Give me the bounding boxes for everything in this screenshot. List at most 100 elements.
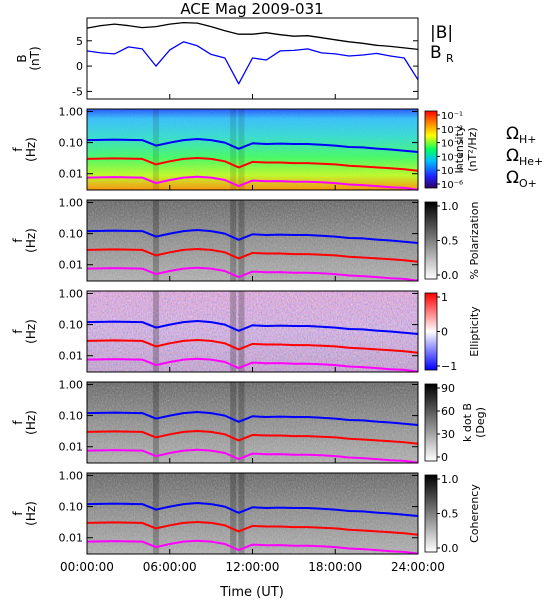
colorbar-tick-label: 1 [441, 291, 448, 304]
y-axis-unit: (Hz) [24, 501, 38, 526]
x-tick-label: 12:00:00 [226, 560, 280, 574]
event-stripe [152, 200, 159, 281]
gyrofrequency-line [86, 248, 419, 263]
gyrofrequency-line [86, 521, 419, 536]
x-axis-label: Time (UT) [219, 585, 284, 600]
gyrofrequency-line [86, 320, 419, 335]
legend-entry: B [430, 43, 442, 63]
colorbar-label: k dot B [461, 403, 474, 442]
gyrofrequency-line [86, 448, 419, 464]
x-tick-label: 06:00:00 [143, 560, 197, 574]
colorbar [424, 383, 438, 462]
colorbar [424, 292, 438, 371]
legend-entry-subscript: R [446, 52, 454, 65]
colorbar-unit: (Deg) [474, 407, 487, 438]
y-tick-label: 0.01 [59, 259, 84, 272]
gyrofrequency-line [86, 411, 419, 426]
y-tick-label: 0 [76, 60, 83, 73]
event-stripe [238, 473, 245, 554]
colorbar-label: % Polarization [468, 202, 481, 280]
colorbar [424, 474, 438, 553]
colorbar-tick-label: 1.0 [441, 473, 459, 486]
y-tick-label: 0.01 [59, 350, 84, 363]
colorbar-tick-label: 0.5 [441, 508, 459, 521]
colorbar-tick-label: 30 [441, 428, 455, 441]
y-axis-unit: (Hz) [24, 319, 38, 344]
y-tick-label: 1.00 [59, 469, 84, 482]
colorbar-tick-label: 0.5 [441, 235, 459, 248]
colorbar-tick-label: −1 [441, 360, 457, 373]
panel-coherency: f (Hz) 1.00 0.10 0.01 1.0 0.5 0.0 Coherency [11, 469, 481, 555]
event-stripe [238, 291, 245, 372]
y-axis-label: f [11, 511, 25, 516]
series-line [86, 41, 419, 85]
y-axis-unit: (Hz) [24, 228, 38, 253]
legend-entry: Ω [506, 146, 519, 166]
event-stripe [230, 291, 237, 372]
event-stripe [230, 473, 237, 554]
colorbar-tick-label: 60 [441, 405, 455, 418]
colorbar-tick-label: 10⁻² [441, 125, 463, 136]
legend-entry-subscript: O+ [519, 177, 537, 190]
time-axis: 00:00:00 06:00:00 12:00:00 18:00:00 24:00:00 [60, 94, 445, 574]
y-tick-label: 1.00 [59, 105, 84, 118]
y-tick-label: 0.01 [59, 532, 84, 545]
event-stripe [152, 291, 159, 372]
gyrofrequency-line [86, 539, 419, 555]
legend-entry-subscript: H+ [519, 133, 537, 146]
gyrofrequency-line [86, 430, 419, 445]
panel-ellipticity: f (Hz) 1.00 0.10 0.01 1 0 −1 Ellipticity [11, 287, 481, 373]
event-stripe [152, 473, 159, 554]
y-tick-label: 5 [76, 35, 83, 48]
series-line [86, 21, 419, 51]
gyrofrequency-line [86, 157, 419, 172]
spectrogram-texture [87, 109, 418, 190]
y-tick-label: 1.00 [59, 287, 84, 300]
y-axis-label: B [15, 54, 29, 62]
y-axis-label: f [11, 329, 25, 334]
y-axis-label: f [11, 420, 25, 425]
event-stripe [230, 382, 237, 463]
chart-title: ACE Mag 2009-031 [180, 0, 323, 18]
y-axis-unit: (Hz) [24, 410, 38, 435]
y-tick-label: 1.00 [59, 196, 84, 209]
x-tick-label: 00:00:00 [60, 560, 114, 574]
gyrofrequency-line [86, 138, 419, 153]
gyrofrequency-line [86, 175, 419, 191]
y-tick-label: 0.10 [59, 137, 84, 150]
colorbar-label: Coherency [468, 484, 481, 543]
colorbar-tick-label: 0.0 [441, 542, 459, 555]
y-tick-label: 0.10 [59, 319, 84, 332]
spectrogram-texture [87, 291, 418, 372]
colorbar-tick-label: 0 [441, 451, 448, 464]
y-axis-label: f [11, 238, 25, 243]
panel-intensity: f (Hz) 1.00 0.10 0.01 10⁻¹ 10⁻² 10⁻³ 10⁻⁴ 10⁻⁵ 10⁻… [11, 105, 543, 191]
event-stripe [238, 200, 245, 281]
spectrogram-texture [87, 200, 418, 281]
y-tick-label: 0.01 [59, 168, 84, 181]
colorbar-label: Intensity [453, 125, 466, 173]
panel-polarization: f (Hz) 1.00 0.10 0.01 1.0 0.5 0.0 % Polarization [11, 196, 481, 282]
event-stripe [238, 109, 245, 190]
colorbar-tick-label: 0.0 [441, 269, 459, 282]
spectrogram-texture [87, 473, 418, 554]
y-tick-label: 0.10 [59, 410, 84, 423]
event-stripe [238, 382, 245, 463]
colorbar [424, 201, 438, 280]
legend-entry-subscript: He+ [519, 155, 543, 168]
colorbar-unit: (nT²/Hz) [466, 127, 479, 171]
colorbar-tick-label: 10⁻⁶ [441, 180, 463, 191]
colorbar-tick-label: 90 [441, 382, 455, 395]
legend-entry: |B| [430, 23, 453, 43]
colorbar-label: Ellipticity [468, 306, 481, 357]
colorbar-tick-label: 10⁻¹ [441, 111, 463, 122]
y-tick-label: -5 [72, 85, 83, 98]
y-tick-label: 0.01 [59, 441, 84, 454]
gyrofrequency-line [86, 339, 419, 354]
colorbar-tick-label: 10⁻⁵ [441, 166, 463, 177]
colorbar-tick-label: 0 [441, 326, 448, 339]
y-axis-unit: (Hz) [24, 137, 38, 162]
colorbar [424, 110, 438, 189]
event-stripe [230, 109, 237, 190]
